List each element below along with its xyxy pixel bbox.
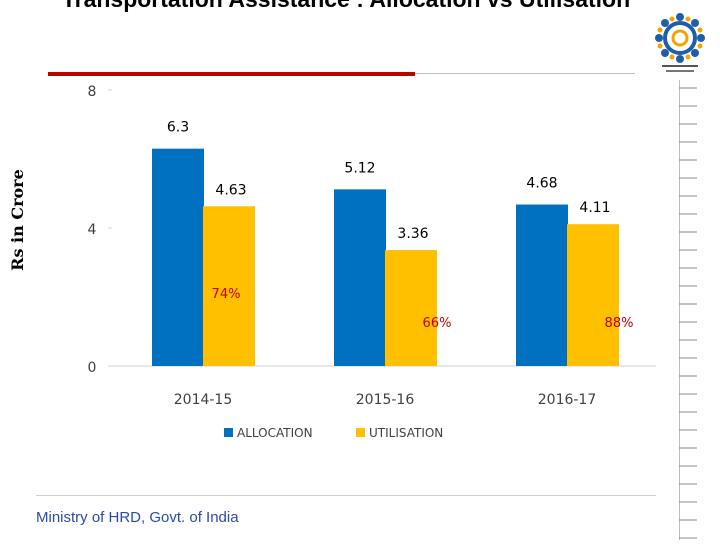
footer-text: Ministry of HRD, Govt. of India xyxy=(36,509,239,526)
title-underline-thin xyxy=(415,73,635,74)
y-tick-label: 8 xyxy=(88,84,97,100)
legend-label: ALLOCATION xyxy=(237,426,313,440)
bar-allocation-2015-16 xyxy=(334,189,386,366)
y-tick-label: 4 xyxy=(88,222,97,238)
utilisation-percent-label: 88% xyxy=(605,316,634,331)
legend-label: UTILISATION xyxy=(369,426,443,440)
legend-swatch-utilisation xyxy=(356,428,365,437)
data-label: 3.36 xyxy=(397,226,428,242)
utilisation-percent-label: 66% xyxy=(423,316,452,331)
bar-utilisation-2014-15 xyxy=(203,206,255,366)
bar-allocation-2016-17 xyxy=(516,204,568,366)
data-label: 4.63 xyxy=(215,182,246,198)
data-label: 4.11 xyxy=(579,200,610,216)
decorative-rail xyxy=(679,80,697,540)
footer-divider xyxy=(36,495,656,496)
slide-title: Transportation Assistance : Allocation v… xyxy=(0,0,692,14)
x-tick-label: 2016-17 xyxy=(538,392,597,408)
legend-swatch-allocation xyxy=(224,428,233,437)
y-tick-label: 0 xyxy=(88,360,97,376)
bar-allocation-2014-15 xyxy=(152,148,204,366)
ministry-logo-icon xyxy=(655,13,705,72)
data-label: 5.12 xyxy=(344,160,375,176)
title-underline xyxy=(48,72,415,76)
x-tick-label: 2014-15 xyxy=(174,392,233,408)
x-tick-label: 2015-16 xyxy=(356,392,415,408)
bar-utilisation-2015-16 xyxy=(385,250,437,366)
bar-utilisation-2016-17 xyxy=(567,224,619,366)
data-label: 6.3 xyxy=(167,120,189,136)
y-axis-title: Rs in Crore xyxy=(8,169,27,271)
data-label: 4.68 xyxy=(526,176,557,192)
utilisation-percent-label: 74% xyxy=(212,287,241,302)
